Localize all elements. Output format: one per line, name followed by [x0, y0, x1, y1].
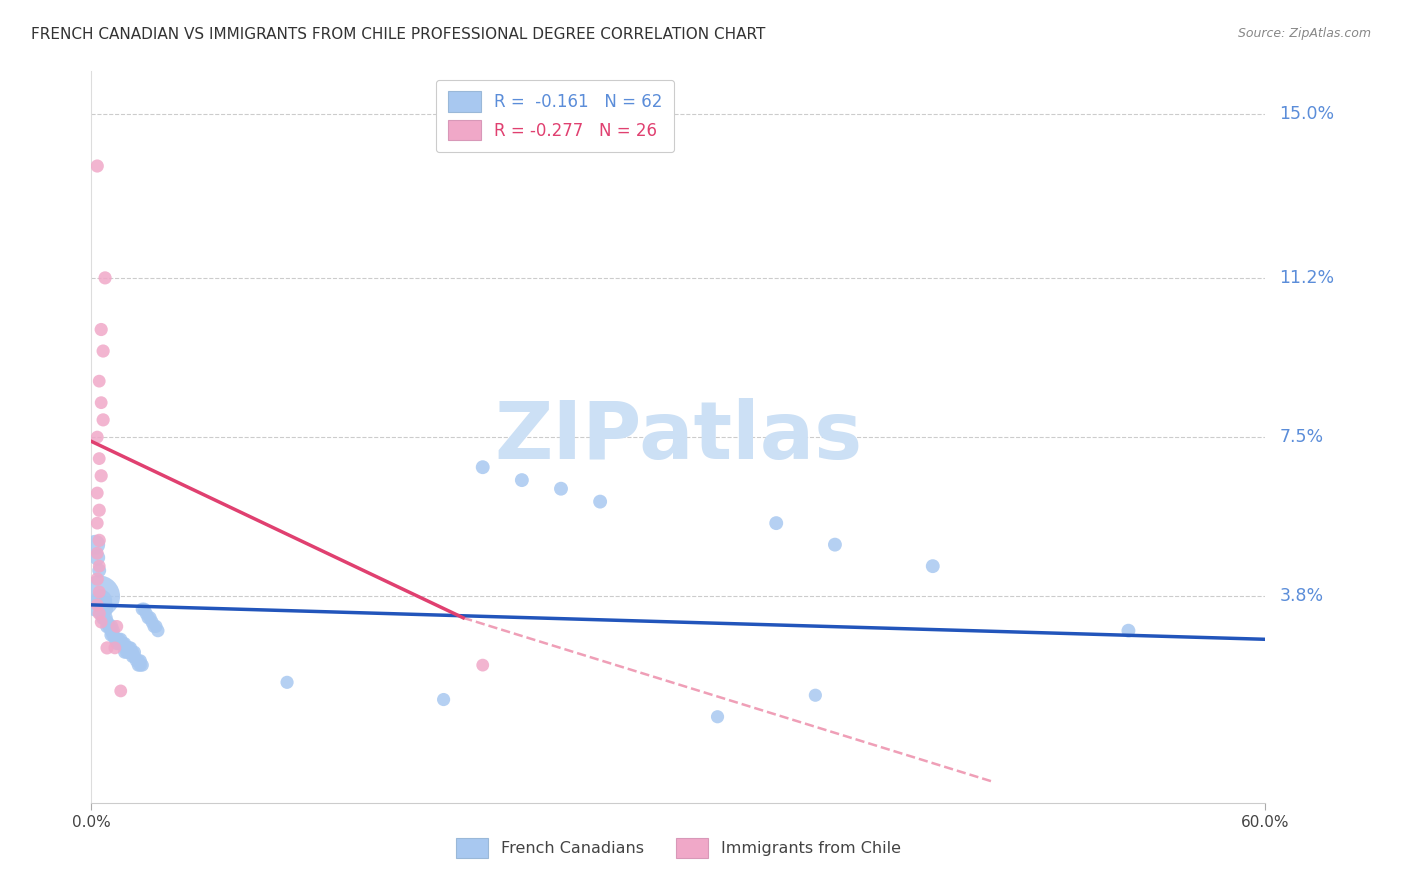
Point: [145, 619, 167, 633]
Text: FRENCH CANADIAN VS IMMIGRANTS FROM CHILE PROFESSIONAL DEGREE CORRELATION CHART: FRENCH CANADIAN VS IMMIGRANTS FROM CHILE…: [31, 27, 765, 42]
Point: [84, 538, 107, 552]
Point: [90, 468, 112, 483]
Point: [86, 598, 108, 612]
Point: [114, 637, 136, 651]
Point: [91, 598, 114, 612]
Point: [86, 159, 108, 173]
Point: [143, 619, 166, 633]
Point: [129, 654, 152, 668]
Point: [89, 585, 111, 599]
Point: [90, 607, 112, 621]
Point: [100, 628, 122, 642]
Point: [127, 658, 149, 673]
Point: [89, 589, 111, 603]
Legend: French Canadians, Immigrants from Chile: French Canadians, Immigrants from Chile: [450, 832, 907, 864]
Point: [117, 645, 139, 659]
Point: [127, 654, 149, 668]
Point: [89, 559, 111, 574]
Point: [89, 503, 111, 517]
Text: ZIPatlas: ZIPatlas: [495, 398, 862, 476]
Point: [134, 602, 156, 616]
Point: [96, 640, 118, 655]
Point: [146, 624, 169, 638]
Point: [765, 516, 787, 530]
Point: [117, 640, 139, 655]
Point: [110, 684, 132, 698]
Point: [104, 632, 127, 647]
Point: [104, 640, 127, 655]
Point: [135, 607, 157, 621]
Point: [94, 602, 117, 616]
Point: [91, 344, 114, 359]
Point: [139, 611, 162, 625]
Point: [94, 271, 117, 285]
Point: [86, 430, 108, 444]
Point: [105, 637, 128, 651]
Point: [105, 632, 128, 647]
Point: [90, 615, 112, 629]
Point: [86, 550, 108, 565]
Point: [706, 710, 728, 724]
Text: 3.8%: 3.8%: [1279, 587, 1323, 606]
Point: [96, 619, 118, 633]
Point: [96, 615, 118, 629]
Point: [804, 688, 827, 702]
Point: [105, 619, 128, 633]
Point: [115, 645, 138, 659]
Point: [111, 637, 134, 651]
Point: [101, 624, 124, 638]
Point: [131, 658, 153, 673]
Point: [94, 611, 117, 625]
Text: 15.0%: 15.0%: [1279, 105, 1334, 123]
Point: [100, 624, 122, 638]
Point: [110, 632, 132, 647]
Point: [86, 546, 108, 560]
Point: [121, 649, 143, 664]
Point: [115, 640, 138, 655]
Point: [90, 395, 112, 409]
Point: [131, 602, 153, 616]
Text: Source: ZipAtlas.com: Source: ZipAtlas.com: [1237, 27, 1371, 40]
Point: [141, 615, 163, 629]
Text: 11.2%: 11.2%: [1279, 268, 1334, 287]
Point: [86, 486, 108, 500]
Point: [921, 559, 943, 574]
Point: [107, 632, 129, 647]
Point: [89, 607, 111, 621]
Point: [90, 593, 112, 607]
Point: [471, 658, 494, 673]
Point: [89, 374, 111, 388]
Text: 7.5%: 7.5%: [1279, 428, 1323, 446]
Point: [124, 645, 146, 659]
Point: [125, 654, 148, 668]
Point: [89, 533, 111, 548]
Point: [432, 692, 454, 706]
Point: [124, 649, 146, 664]
Point: [91, 413, 114, 427]
Point: [589, 494, 612, 508]
Point: [90, 322, 112, 336]
Point: [121, 645, 143, 659]
Point: [110, 637, 132, 651]
Point: [129, 658, 152, 673]
Point: [276, 675, 298, 690]
Point: [107, 637, 129, 651]
Point: [471, 460, 494, 475]
Point: [114, 645, 136, 659]
Point: [89, 564, 111, 578]
Point: [101, 628, 124, 642]
Point: [824, 538, 846, 552]
Point: [120, 645, 142, 659]
Point: [86, 516, 108, 530]
Point: [89, 451, 111, 466]
Point: [100, 619, 122, 633]
Point: [91, 611, 114, 625]
Point: [510, 473, 533, 487]
Point: [136, 611, 159, 625]
Point: [120, 640, 142, 655]
Point: [550, 482, 572, 496]
Point: [86, 572, 108, 586]
Point: [98, 619, 121, 633]
Point: [1118, 624, 1140, 638]
